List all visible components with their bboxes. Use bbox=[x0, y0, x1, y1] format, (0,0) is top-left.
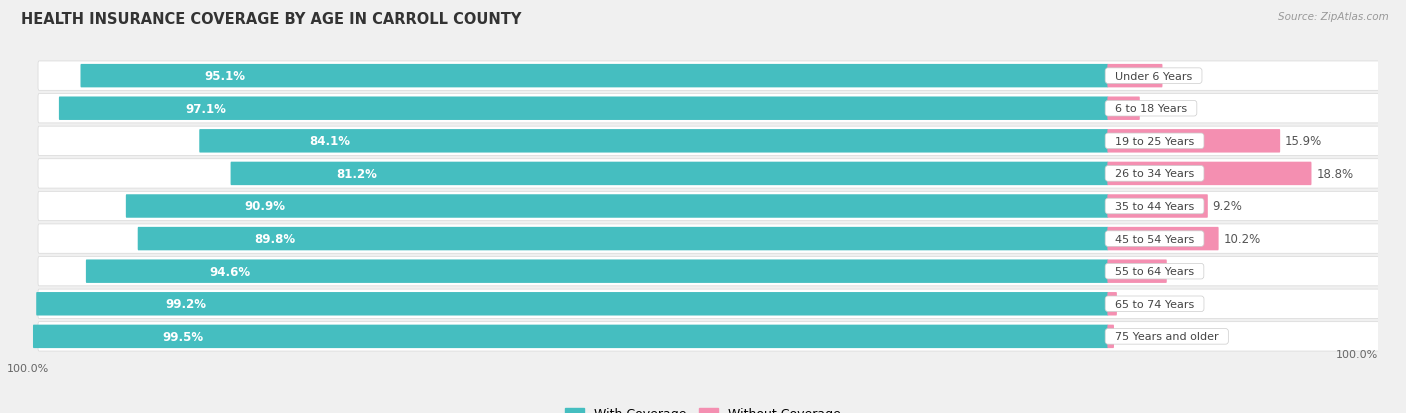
Text: 9.2%: 9.2% bbox=[1212, 200, 1243, 213]
FancyBboxPatch shape bbox=[38, 94, 1379, 123]
FancyBboxPatch shape bbox=[200, 130, 1108, 153]
Text: 84.1%: 84.1% bbox=[309, 135, 350, 148]
Text: 35 to 44 Years: 35 to 44 Years bbox=[1108, 202, 1201, 211]
FancyBboxPatch shape bbox=[38, 322, 1379, 351]
Text: 94.6%: 94.6% bbox=[209, 265, 250, 278]
Text: 2.9%: 2.9% bbox=[1144, 102, 1174, 116]
FancyBboxPatch shape bbox=[231, 162, 1108, 186]
FancyBboxPatch shape bbox=[1108, 65, 1163, 88]
Text: HEALTH INSURANCE COVERAGE BY AGE IN CARROLL COUNTY: HEALTH INSURANCE COVERAGE BY AGE IN CARR… bbox=[21, 12, 522, 27]
Text: 99.5%: 99.5% bbox=[163, 330, 204, 343]
FancyBboxPatch shape bbox=[80, 65, 1108, 88]
Text: 90.9%: 90.9% bbox=[245, 200, 285, 213]
FancyBboxPatch shape bbox=[38, 62, 1379, 91]
FancyBboxPatch shape bbox=[38, 224, 1379, 254]
FancyBboxPatch shape bbox=[86, 260, 1108, 283]
FancyBboxPatch shape bbox=[138, 227, 1108, 251]
Text: 0.51%: 0.51% bbox=[1119, 330, 1156, 343]
Text: 19 to 25 Years: 19 to 25 Years bbox=[1108, 136, 1201, 147]
Text: 15.9%: 15.9% bbox=[1285, 135, 1322, 148]
Text: 5.0%: 5.0% bbox=[1167, 70, 1197, 83]
FancyBboxPatch shape bbox=[1108, 227, 1219, 251]
FancyBboxPatch shape bbox=[38, 192, 1379, 221]
Text: 5.4%: 5.4% bbox=[1171, 265, 1201, 278]
Text: 100.0%: 100.0% bbox=[1336, 349, 1378, 359]
FancyBboxPatch shape bbox=[1108, 162, 1312, 186]
FancyBboxPatch shape bbox=[1108, 292, 1116, 316]
FancyBboxPatch shape bbox=[1108, 325, 1114, 348]
Text: 81.2%: 81.2% bbox=[336, 168, 377, 180]
Text: 99.2%: 99.2% bbox=[166, 297, 207, 311]
Legend: With Coverage, Without Coverage: With Coverage, Without Coverage bbox=[565, 407, 841, 413]
Text: 97.1%: 97.1% bbox=[186, 102, 226, 116]
Text: 75 Years and older: 75 Years and older bbox=[1108, 332, 1226, 342]
FancyBboxPatch shape bbox=[127, 195, 1108, 218]
Text: Source: ZipAtlas.com: Source: ZipAtlas.com bbox=[1278, 12, 1389, 22]
Text: Under 6 Years: Under 6 Years bbox=[1108, 71, 1199, 81]
Text: 18.8%: 18.8% bbox=[1316, 168, 1354, 180]
FancyBboxPatch shape bbox=[38, 290, 1379, 319]
Text: 65 to 74 Years: 65 to 74 Years bbox=[1108, 299, 1201, 309]
Text: 26 to 34 Years: 26 to 34 Years bbox=[1108, 169, 1201, 179]
Text: 55 to 64 Years: 55 to 64 Years bbox=[1108, 266, 1201, 277]
FancyBboxPatch shape bbox=[1108, 260, 1167, 283]
Text: 10.2%: 10.2% bbox=[1223, 233, 1261, 245]
FancyBboxPatch shape bbox=[37, 292, 1108, 316]
Text: 45 to 54 Years: 45 to 54 Years bbox=[1108, 234, 1201, 244]
Text: 0.78%: 0.78% bbox=[1122, 297, 1159, 311]
Text: 95.1%: 95.1% bbox=[204, 70, 245, 83]
FancyBboxPatch shape bbox=[1108, 195, 1208, 218]
FancyBboxPatch shape bbox=[1108, 97, 1140, 121]
Text: 89.8%: 89.8% bbox=[254, 233, 295, 245]
FancyBboxPatch shape bbox=[38, 127, 1379, 156]
Text: 6 to 18 Years: 6 to 18 Years bbox=[1108, 104, 1194, 114]
FancyBboxPatch shape bbox=[32, 325, 1108, 348]
FancyBboxPatch shape bbox=[38, 159, 1379, 189]
FancyBboxPatch shape bbox=[38, 257, 1379, 286]
FancyBboxPatch shape bbox=[1108, 130, 1279, 153]
FancyBboxPatch shape bbox=[59, 97, 1108, 121]
